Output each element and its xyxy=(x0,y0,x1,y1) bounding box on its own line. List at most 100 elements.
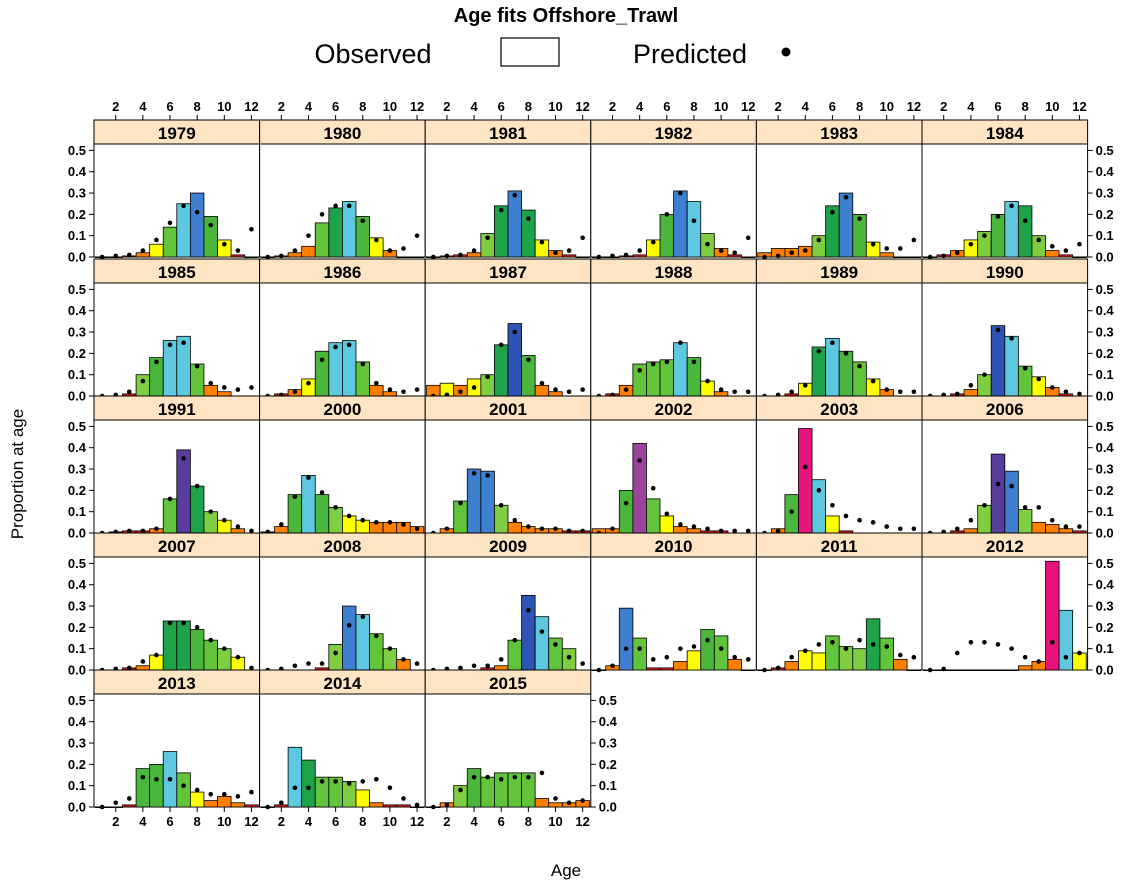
x-tick-label: 10 xyxy=(714,99,728,114)
dot-2014-age-12 xyxy=(414,802,420,808)
dot-1981-age-2 xyxy=(444,253,450,259)
dot-1981-age-3 xyxy=(458,252,463,258)
dot-2013-age-1 xyxy=(99,804,105,810)
dot-1981-age-8 xyxy=(526,216,531,221)
y-tick-label: 0.4 xyxy=(1096,164,1115,179)
dot-1989-age-10 xyxy=(884,387,890,392)
dot-1985-age-5 xyxy=(154,359,159,365)
y-tick-label: 0.0 xyxy=(599,800,617,815)
panel-2015: 2015 2 4 6 8 10 12 0.0 0.1 0.2 0.3 0.4 0.5 xyxy=(424,669,618,829)
bar-2013-age-5 xyxy=(149,763,164,808)
bar-2012-age-10 xyxy=(1045,560,1060,671)
dot-1987-age-11 xyxy=(566,389,572,395)
bar-2010-age-4 xyxy=(632,637,647,671)
dot-1980-age-5 xyxy=(319,212,325,217)
x-tick-label: 4 xyxy=(139,99,147,114)
bar-1987-age-7 xyxy=(507,323,522,397)
dot-1991-age-5 xyxy=(154,526,159,532)
dot-2010-age-6 xyxy=(664,654,670,660)
dot-1980-age-10 xyxy=(387,248,393,253)
dot-2000-age-8 xyxy=(360,517,366,523)
dot-2001-age-7 xyxy=(512,517,518,523)
dot-2012-age-9 xyxy=(1036,659,1042,664)
bar-1979-age-7 xyxy=(176,203,191,258)
dot-1981-age-9 xyxy=(539,239,545,245)
panel-2008: 2008 xyxy=(259,532,426,673)
dot-2003-age-11 xyxy=(897,526,903,532)
dot-1981-age-4 xyxy=(471,248,477,253)
bar-1984-age-11 xyxy=(1058,254,1074,258)
panel-strip-label: 2009 xyxy=(489,537,527,556)
bar-2006-age-4 xyxy=(963,528,979,534)
dot-1983-age-4 xyxy=(802,248,808,253)
y-tick-label: 0.5 xyxy=(68,693,86,708)
dot-1979-age-12 xyxy=(249,226,254,232)
bar-2002-age-7 xyxy=(673,526,688,534)
panel-2003: 2003 xyxy=(755,395,923,536)
dot-1979-age-4 xyxy=(140,248,146,253)
y-tick-label: 0.3 xyxy=(68,462,86,477)
dot-2012-age-10 xyxy=(1050,639,1055,645)
x-tick-label: 4 xyxy=(305,814,313,829)
dot-1982-age-1 xyxy=(596,254,602,260)
bar-1984-age-9 xyxy=(1031,235,1046,258)
bar-1980-age-4 xyxy=(301,245,316,258)
dot-1988-age-8 xyxy=(691,359,697,365)
dot-1991-age-4 xyxy=(140,528,146,534)
x-axis-label: Age xyxy=(551,861,581,880)
dot-2008-age-4 xyxy=(306,661,311,666)
y-tick-label: 0.0 xyxy=(68,389,86,404)
dot-1981-age-1 xyxy=(431,254,436,260)
x-tick-label: 10 xyxy=(217,99,231,114)
bar-2001-age-5 xyxy=(480,470,495,534)
dot-2014-age-3 xyxy=(292,785,298,791)
dot-2013-age-11 xyxy=(235,794,241,799)
y-tick-label: 0.2 xyxy=(1096,207,1114,222)
bar-2010-age-6 xyxy=(659,667,675,671)
dot-1987-age-4 xyxy=(471,385,477,390)
bar-2003-age-5 xyxy=(811,479,827,534)
bar-2001-age-6 xyxy=(494,504,509,534)
dot-2011-age-7 xyxy=(843,646,849,651)
panel-strip-label: 1989 xyxy=(820,263,858,282)
y-tick-label: 0.1 xyxy=(68,504,86,519)
x-tick-label: 2 xyxy=(112,814,119,829)
dot-2001-age-2 xyxy=(444,526,450,532)
y-tick-label: 0.0 xyxy=(68,526,86,541)
bar-2013-age-10 xyxy=(217,795,232,808)
panel-strip xyxy=(93,532,261,558)
dot-2010-age-11 xyxy=(732,654,737,660)
bar-2010-age-7 xyxy=(673,661,688,671)
y-tick-label: 0.5 xyxy=(1096,556,1114,571)
bar-1983-age-11 xyxy=(893,256,908,259)
y-tick-label: 0.4 xyxy=(1096,577,1115,592)
dot-2000-age-7 xyxy=(346,513,352,519)
dot-1988-age-6 xyxy=(664,359,670,365)
panel-strip-label: 1979 xyxy=(158,124,196,143)
bar-1984-age-8 xyxy=(1017,205,1033,258)
bar-1979-age-10 xyxy=(217,239,232,258)
dot-1981-age-6 xyxy=(498,207,504,213)
panel-strip-label: 2015 xyxy=(489,674,527,693)
dot-2011-age-2 xyxy=(775,665,781,671)
x-tick-label: 6 xyxy=(166,99,173,114)
dot-1980-age-4 xyxy=(306,233,311,238)
dot-2006-age-7 xyxy=(1009,483,1014,489)
dot-1991-age-6 xyxy=(167,496,173,502)
bar-2002-age-6 xyxy=(659,515,675,534)
panel-strip-label: 2007 xyxy=(158,537,196,556)
dot-1985-age-12 xyxy=(249,385,254,390)
dot-1983-age-7 xyxy=(843,195,849,200)
panel-2007: 2007 0.0 0.1 0.2 0.3 0.4 0.5 xyxy=(68,532,261,678)
y-tick-label: 0.5 xyxy=(68,556,86,571)
dot-1982-age-5 xyxy=(650,239,656,245)
bar-1985-age-10 xyxy=(217,391,232,397)
dot-1989-age-6 xyxy=(830,340,835,346)
dot-1983-age-6 xyxy=(830,209,835,215)
dot-1990-age-7 xyxy=(1009,336,1014,341)
bar-2006-age-5 xyxy=(977,504,992,534)
bar-1981-age-4 xyxy=(466,252,482,258)
y-tick-label: 0.2 xyxy=(1096,620,1114,635)
dot-1984-age-4 xyxy=(968,241,974,247)
